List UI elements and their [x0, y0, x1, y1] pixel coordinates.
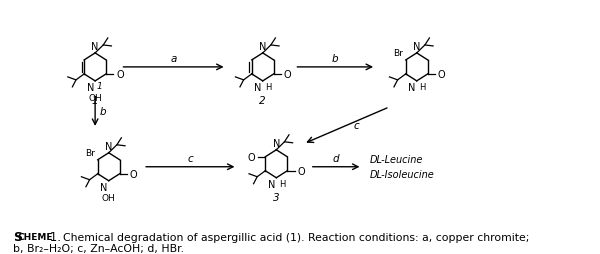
Text: OH: OH	[88, 93, 102, 102]
Text: O: O	[116, 70, 124, 80]
Text: c: c	[354, 121, 359, 131]
Text: S: S	[13, 230, 22, 243]
Text: N: N	[100, 182, 108, 192]
Text: N: N	[105, 142, 112, 152]
Text: 1: 1	[92, 96, 98, 105]
Text: N: N	[259, 42, 266, 52]
Text: b, Br₂–H₂O; c, Zn–AcOH; d, HBr.: b, Br₂–H₂O; c, Zn–AcOH; d, HBr.	[13, 243, 184, 253]
Text: OH: OH	[102, 193, 116, 202]
Text: O: O	[248, 152, 256, 162]
Text: b: b	[100, 107, 106, 117]
Text: N: N	[91, 42, 99, 52]
Text: CHEME: CHEME	[17, 232, 53, 241]
Text: DL-Isoleucine: DL-Isoleucine	[370, 169, 434, 179]
Text: DL-Leucine: DL-Leucine	[370, 154, 423, 164]
Text: c: c	[187, 153, 193, 163]
Text: N: N	[409, 83, 416, 92]
Text: O: O	[297, 166, 305, 176]
Text: N: N	[413, 42, 421, 52]
Text: 3: 3	[273, 192, 280, 202]
Text: 1.: 1.	[46, 230, 61, 243]
Text: H: H	[419, 83, 426, 91]
Text: O: O	[284, 70, 292, 80]
Text: Br: Br	[393, 49, 403, 58]
Text: O: O	[437, 70, 445, 80]
Text: N: N	[254, 83, 262, 92]
Text: H: H	[265, 83, 272, 91]
Text: 1: 1	[97, 82, 103, 90]
Text: Chemical degradation of aspergillic acid (1). Reaction conditions: a, copper chr: Chemical degradation of aspergillic acid…	[56, 232, 530, 242]
Text: O: O	[130, 169, 137, 179]
Text: b: b	[332, 54, 338, 64]
Text: H: H	[279, 179, 286, 188]
Text: d: d	[333, 153, 340, 163]
Text: N: N	[87, 83, 94, 92]
Text: N: N	[272, 139, 280, 149]
Text: a: a	[170, 54, 176, 64]
Text: N: N	[268, 179, 275, 189]
Text: 2: 2	[259, 96, 266, 105]
Text: Br: Br	[85, 148, 95, 157]
